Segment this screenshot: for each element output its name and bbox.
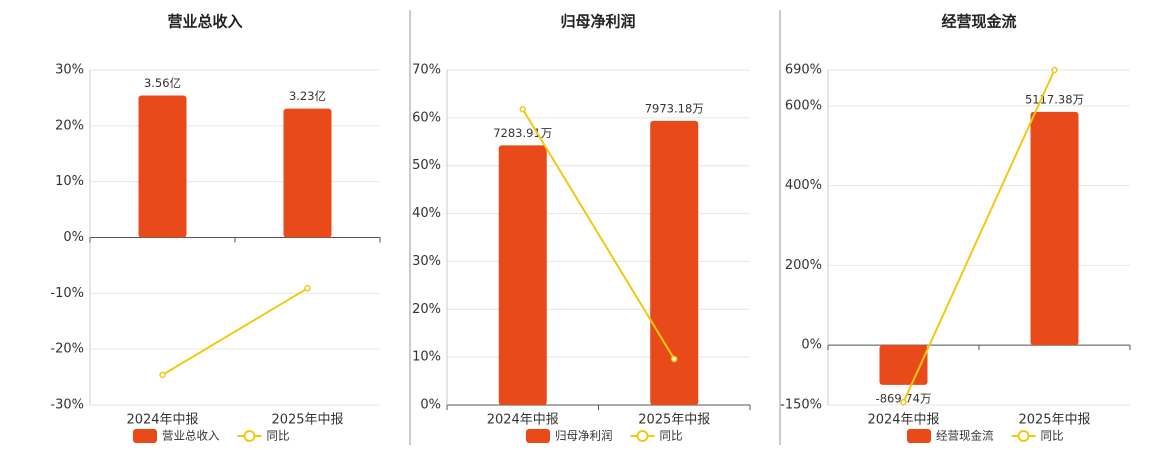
y-tick-label: 30%: [412, 254, 441, 269]
x-tick-label: 2025年中报: [638, 413, 710, 428]
data-label: -869.74万: [876, 391, 932, 405]
legend-label: 经营现金流: [936, 429, 994, 443]
x-tick-label: 2025年中报: [1018, 413, 1090, 428]
legend-swatch: [526, 429, 550, 443]
y-tick-label: 10%: [412, 350, 441, 365]
legend-swatch: [1017, 430, 1030, 442]
data-label: 3.23亿: [289, 89, 326, 103]
y-tick-label: 40%: [412, 206, 441, 221]
x-tick-label: 2024年中报: [126, 413, 198, 428]
y-tick-label: 400%: [785, 178, 822, 193]
x-tick-label: 2024年中报: [867, 413, 939, 428]
y-tick-label: 50%: [412, 158, 441, 173]
chart-title: 营业总收入: [167, 13, 242, 31]
y-tick-label: 60%: [412, 110, 441, 125]
data-label: 5117.38万: [1025, 92, 1084, 106]
bar: [283, 108, 332, 238]
chart-title: 经营现金流: [941, 13, 1016, 31]
data-label: 7283.91万: [493, 126, 552, 140]
legend-swatch: [907, 429, 931, 443]
data-label: 3.56亿: [144, 76, 181, 90]
y-tick-label: 20%: [412, 302, 441, 317]
line-point: [519, 105, 526, 113]
y-tick-label: 200%: [785, 258, 822, 273]
legend-swatch: [243, 430, 256, 442]
y-tick-label: 0%: [801, 338, 822, 353]
legend-swatch: [636, 430, 649, 442]
y-tick-label: 70%: [412, 63, 441, 78]
line-point: [671, 355, 678, 363]
y-tick-label: 20%: [55, 118, 84, 133]
line: [161, 287, 309, 376]
bar: [498, 145, 547, 405]
legend-label: 营业总收入: [162, 429, 220, 443]
y-tick-label: 0%: [420, 398, 441, 413]
y-tick-label: -150%: [780, 398, 822, 413]
legend-label: 同比: [660, 429, 683, 443]
line: [902, 69, 1056, 403]
y-tick-label: 0%: [63, 230, 84, 245]
legend-label: 同比: [267, 429, 290, 443]
y-tick-label: 10%: [55, 174, 84, 189]
legend-swatch: [133, 429, 157, 443]
line: [521, 108, 676, 360]
line-point: [900, 398, 907, 406]
x-tick-label: 2024年中报: [487, 413, 559, 428]
y-tick-label: 30%: [55, 63, 84, 78]
y-tick-label: 600%: [785, 98, 822, 113]
line-point: [159, 371, 166, 379]
bar: [138, 95, 187, 238]
y-tick-label: -30%: [50, 398, 84, 413]
y-tick-label: -20%: [50, 342, 84, 357]
y-tick-label: 690%: [785, 63, 822, 78]
bar: [1030, 111, 1079, 346]
line-point: [1051, 66, 1058, 74]
legend-label: 归母净利润: [555, 429, 613, 443]
bar: [650, 120, 699, 406]
x-tick-label: 2025年中报: [271, 413, 343, 428]
legend-label: 同比: [1041, 429, 1064, 443]
chart-title: 归母净利润: [560, 13, 635, 31]
data-label: 7973.18万: [645, 101, 704, 115]
line-point: [304, 285, 311, 292]
y-tick-label: -10%: [50, 286, 84, 301]
